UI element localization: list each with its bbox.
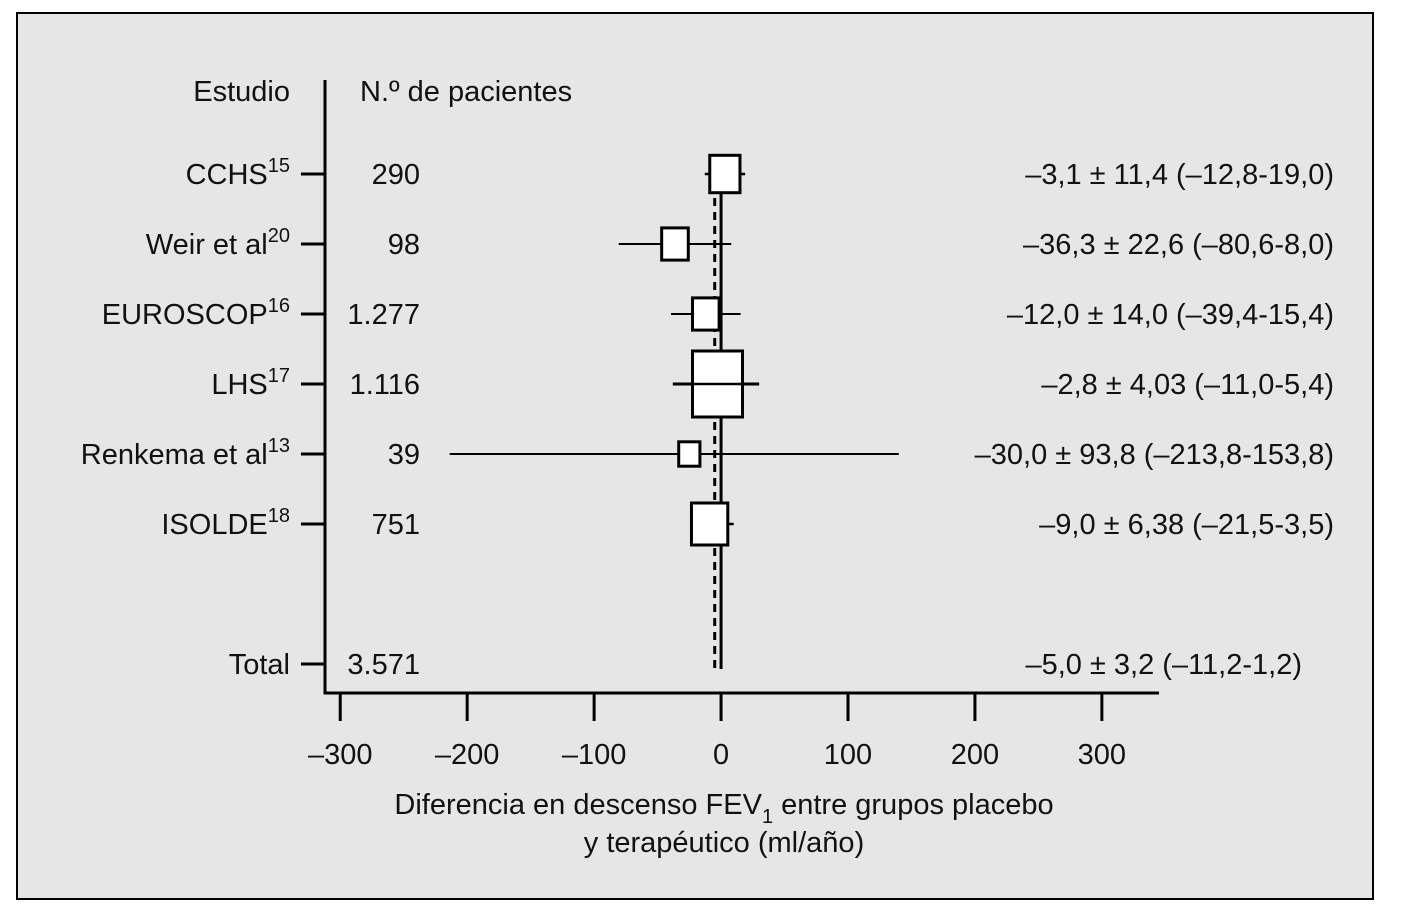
study-label: CCHS15 xyxy=(186,155,290,191)
patients-count: 3.571 xyxy=(347,649,420,681)
effect-ci-label: –3,1 ± 11,4 (–12,8-19,0) xyxy=(1025,159,1334,191)
x-axis-label-line2: y terapéutico (ml/año) xyxy=(584,827,864,859)
x-tick-label: 300 xyxy=(1078,739,1126,771)
effect-ci-label: –12,0 ± 14,0 (–39,4-15,4) xyxy=(1007,299,1334,331)
study-label: EUROSCOP16 xyxy=(102,295,290,331)
header-study: Estudio xyxy=(193,76,290,108)
effect-ci-label: –5,0 ± 3,2 (–11,2-1,2) xyxy=(1025,649,1302,681)
x-tick-label: 100 xyxy=(824,739,872,771)
effect-ci-label: –2,8 ± 4,03 (–11,0-5,4) xyxy=(1041,369,1334,401)
effect-ci-label: –9,0 ± 6,38 (–21,5-3,5) xyxy=(1039,509,1334,541)
study-label: LHS17 xyxy=(211,365,290,401)
effect-ci-label: –30,0 ± 93,8 (–213,8-153,8) xyxy=(975,439,1334,471)
patients-count: 751 xyxy=(372,509,420,541)
effect-ci-label: –36,3 ± 22,6 (–80,6-8,0) xyxy=(1023,229,1334,261)
patients-count: 1.116 xyxy=(350,369,420,401)
patients-count: 98 xyxy=(388,229,420,261)
study-label: Weir et al20 xyxy=(146,225,290,261)
point-estimate-box xyxy=(677,440,702,468)
chart-marks: –300 –200 –100 0 100 200 300 CCHS15 290 –3,1 ± 11… xyxy=(81,80,1334,771)
x-tick-label: 0 xyxy=(713,739,729,771)
header-patients: N.º de pacientes xyxy=(360,76,572,108)
x-tick-label: –300 xyxy=(308,739,373,771)
point-estimate-box xyxy=(689,501,730,547)
x-tick-label: 200 xyxy=(951,739,999,771)
x-tick-label: –100 xyxy=(562,739,627,771)
patients-count: 39 xyxy=(388,439,420,471)
study-label: ISOLDE18 xyxy=(161,505,290,541)
chart-panel: Estudio N.º de pacientes Diferencia en d… xyxy=(16,12,1374,900)
study-label: Total xyxy=(229,649,290,681)
patients-count: 290 xyxy=(372,159,420,191)
point-estimate-box xyxy=(660,226,690,262)
point-estimate-box xyxy=(708,153,742,195)
point-estimate-box xyxy=(691,296,721,332)
patients-count: 1.277 xyxy=(347,299,420,331)
x-tick-label: –200 xyxy=(435,739,500,771)
study-label: Renkema et al13 xyxy=(81,435,290,471)
x-axis-label-line1: Diferencia en descenso FEV1 entre grupos… xyxy=(394,789,1053,828)
forest-plot: Estudio N.º de pacientes Diferencia en d… xyxy=(81,76,1334,859)
